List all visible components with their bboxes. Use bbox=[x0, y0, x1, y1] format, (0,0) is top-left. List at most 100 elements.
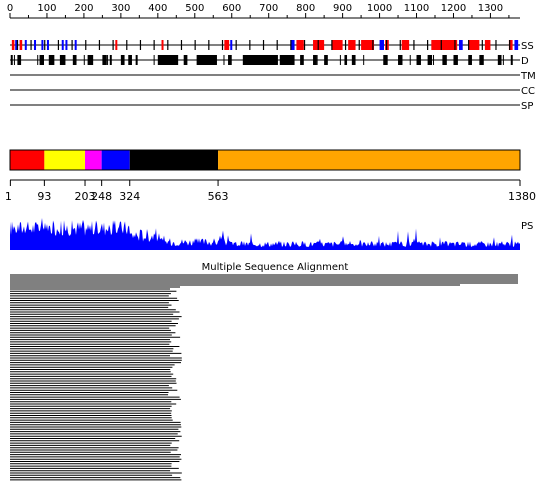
feature-tracks: SS D TM CC SP bbox=[10, 40, 536, 112]
disorder-segment bbox=[196, 55, 217, 65]
ruler-tick-label: 600 bbox=[222, 3, 241, 14]
ss-helix-segment bbox=[401, 40, 410, 50]
ps-profile: PS bbox=[10, 218, 533, 250]
disorder-segment bbox=[300, 55, 304, 65]
disorder-segment bbox=[109, 55, 112, 65]
ss-helix-segment bbox=[224, 40, 230, 50]
ss-strand-segment bbox=[514, 40, 519, 50]
ss-helix-segment bbox=[19, 40, 23, 50]
disorder-segment bbox=[72, 55, 77, 65]
disorder-segment bbox=[324, 55, 328, 65]
disorder-segment bbox=[128, 55, 132, 65]
boundary-label: 563 bbox=[208, 190, 229, 203]
ruler-tick-label: 800 bbox=[296, 3, 315, 14]
ss-helix-segment bbox=[361, 40, 375, 50]
disorder-segment bbox=[479, 55, 484, 65]
disorder-segment bbox=[416, 55, 421, 65]
disorder-segment bbox=[383, 55, 388, 65]
position-ruler: 0 100 200 300 400 500 600 700 800 900 1000 1100 1200… bbox=[7, 3, 520, 19]
ruler-tick-label: 100 bbox=[37, 3, 56, 14]
ss-helix-segment bbox=[431, 40, 458, 50]
boundary-label: 1380 bbox=[508, 190, 536, 203]
msa-title: Multiple Sequence Alignment bbox=[202, 262, 349, 273]
ruler-tick-label: 1200 bbox=[441, 3, 466, 14]
ss-helix-segment bbox=[484, 40, 491, 50]
disorder-segment bbox=[242, 55, 278, 65]
disorder-segment bbox=[39, 55, 44, 65]
disorder-segment bbox=[398, 55, 403, 65]
ss-strand-segment bbox=[46, 40, 49, 50]
boundary-label: 1 bbox=[5, 190, 12, 203]
disorder-segment bbox=[120, 55, 125, 65]
ss-strand-segment bbox=[41, 40, 44, 50]
disorder-segment bbox=[279, 55, 295, 65]
ruler-tick-label: 400 bbox=[148, 3, 167, 14]
domain-bar-outline bbox=[9, 149, 521, 171]
ss-helix-segment bbox=[161, 40, 164, 50]
ruler-tick-label: 700 bbox=[259, 3, 278, 14]
disorder-segment bbox=[228, 55, 232, 65]
disorder-segment bbox=[17, 55, 22, 65]
track-label-d: D bbox=[521, 56, 529, 67]
disorder-segment bbox=[427, 55, 433, 65]
domain-segment bbox=[85, 150, 102, 170]
ss-helix-segment bbox=[115, 40, 118, 50]
track-label-cc: CC bbox=[521, 86, 535, 97]
ss-strand-segment bbox=[379, 40, 384, 50]
track-label-tm: TM bbox=[520, 71, 536, 82]
ss-helix-segment bbox=[508, 40, 513, 50]
ss-strand-segment bbox=[34, 40, 37, 50]
disorder-segment bbox=[313, 55, 317, 65]
ss-helix-segment bbox=[296, 40, 304, 50]
ss-strand-segment bbox=[230, 40, 233, 50]
ps-profile-area bbox=[10, 218, 520, 250]
ss-helix-segment bbox=[331, 40, 343, 50]
disorder-segment bbox=[87, 55, 94, 65]
disorder-segment bbox=[157, 55, 179, 65]
disorder-segment bbox=[183, 55, 188, 65]
domain-segment bbox=[129, 150, 219, 170]
boundary-label: 93 bbox=[37, 190, 51, 203]
ss-strand-segment bbox=[290, 40, 295, 50]
ruler-tick-label: 0 bbox=[7, 3, 13, 14]
ruler-tick-label: 900 bbox=[333, 3, 352, 14]
ss-strand-segment bbox=[15, 40, 19, 50]
ss-strand-segment bbox=[459, 40, 463, 50]
disorder-segment bbox=[497, 55, 502, 65]
boundary-label: 324 bbox=[119, 190, 140, 203]
disorder-segment bbox=[135, 55, 138, 65]
disorder-segment bbox=[453, 55, 458, 65]
ruler-tick-label: 300 bbox=[111, 3, 130, 14]
ss-helix-segment bbox=[11, 40, 15, 50]
domain-segment bbox=[101, 150, 130, 170]
domain-segment bbox=[218, 150, 520, 170]
disorder-segment bbox=[351, 55, 356, 65]
disorder-segment bbox=[442, 55, 447, 65]
domain-segment bbox=[10, 150, 45, 170]
track-label-sp: SP bbox=[521, 101, 533, 112]
disorder-segment bbox=[510, 55, 513, 65]
ps-label: PS bbox=[521, 221, 533, 232]
ss-strand-segment bbox=[61, 40, 64, 50]
track-label-ss: SS bbox=[521, 41, 534, 52]
ruler-tick-label: 1000 bbox=[367, 3, 392, 14]
disorder-segment bbox=[59, 55, 66, 65]
ss-helix-segment bbox=[468, 40, 480, 50]
msa-alignment-lines bbox=[10, 274, 518, 481]
disorder-segment bbox=[102, 55, 107, 65]
ss-helix-segment bbox=[348, 40, 356, 50]
disorder-segment bbox=[48, 55, 55, 65]
ss-strand-segment bbox=[74, 40, 77, 50]
ruler-tick-label: 500 bbox=[185, 3, 204, 14]
ss-strand-segment bbox=[24, 40, 27, 50]
disorder-segment bbox=[344, 55, 348, 65]
domain-boundary-bar bbox=[9, 149, 521, 171]
domain-segment bbox=[44, 150, 86, 170]
disorder-segment bbox=[468, 55, 472, 65]
ss-strand-segment bbox=[65, 40, 68, 50]
ruler-tick-label: 200 bbox=[74, 3, 93, 14]
boundary-label: 203 bbox=[75, 190, 96, 203]
boundary-label: 248 bbox=[91, 190, 112, 203]
